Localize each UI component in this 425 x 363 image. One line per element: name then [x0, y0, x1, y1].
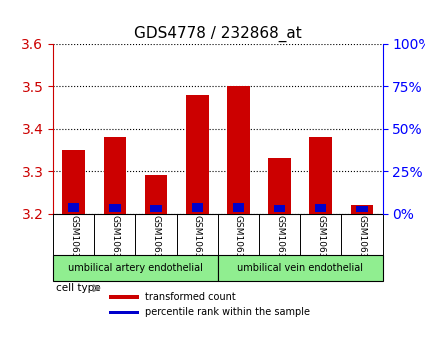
Text: GSM1063398: GSM1063398	[152, 215, 161, 276]
Text: GSM1063396: GSM1063396	[69, 215, 78, 276]
Text: GSM1063399: GSM1063399	[193, 215, 202, 276]
Bar	[227, 86, 250, 214]
Bar	[150, 205, 162, 212]
Text: umbilical vein endothelial: umbilical vein endothelial	[237, 263, 363, 273]
Bar	[104, 137, 126, 214]
Text: GSM1063407: GSM1063407	[316, 215, 325, 276]
Bar	[356, 206, 368, 212]
Bar	[315, 204, 326, 212]
Bar	[309, 137, 332, 214]
Bar	[274, 205, 285, 212]
Bar	[351, 205, 373, 214]
Bar	[268, 158, 291, 214]
Text: GSM1063397: GSM1063397	[110, 215, 119, 276]
Bar	[62, 150, 85, 214]
Bar	[145, 175, 167, 214]
Bar	[109, 204, 121, 212]
Bar	[68, 203, 79, 212]
Text: umbilical artery endothelial: umbilical artery endothelial	[68, 263, 203, 273]
Bar	[109, 310, 139, 314]
Text: GSM1063406: GSM1063406	[275, 215, 284, 276]
Text: transformed count: transformed count	[145, 292, 236, 302]
Text: cell type: cell type	[57, 283, 101, 293]
Text: GSM1063405: GSM1063405	[234, 215, 243, 276]
Text: percentile rank within the sample: percentile rank within the sample	[145, 307, 310, 317]
Bar	[218, 255, 382, 281]
Bar	[233, 203, 244, 212]
Bar	[53, 255, 218, 281]
Bar	[109, 295, 139, 299]
Title: GDS4778 / 232868_at: GDS4778 / 232868_at	[134, 26, 302, 42]
Bar	[186, 95, 209, 214]
Bar	[192, 203, 203, 212]
Text: GSM1063408: GSM1063408	[357, 215, 366, 276]
